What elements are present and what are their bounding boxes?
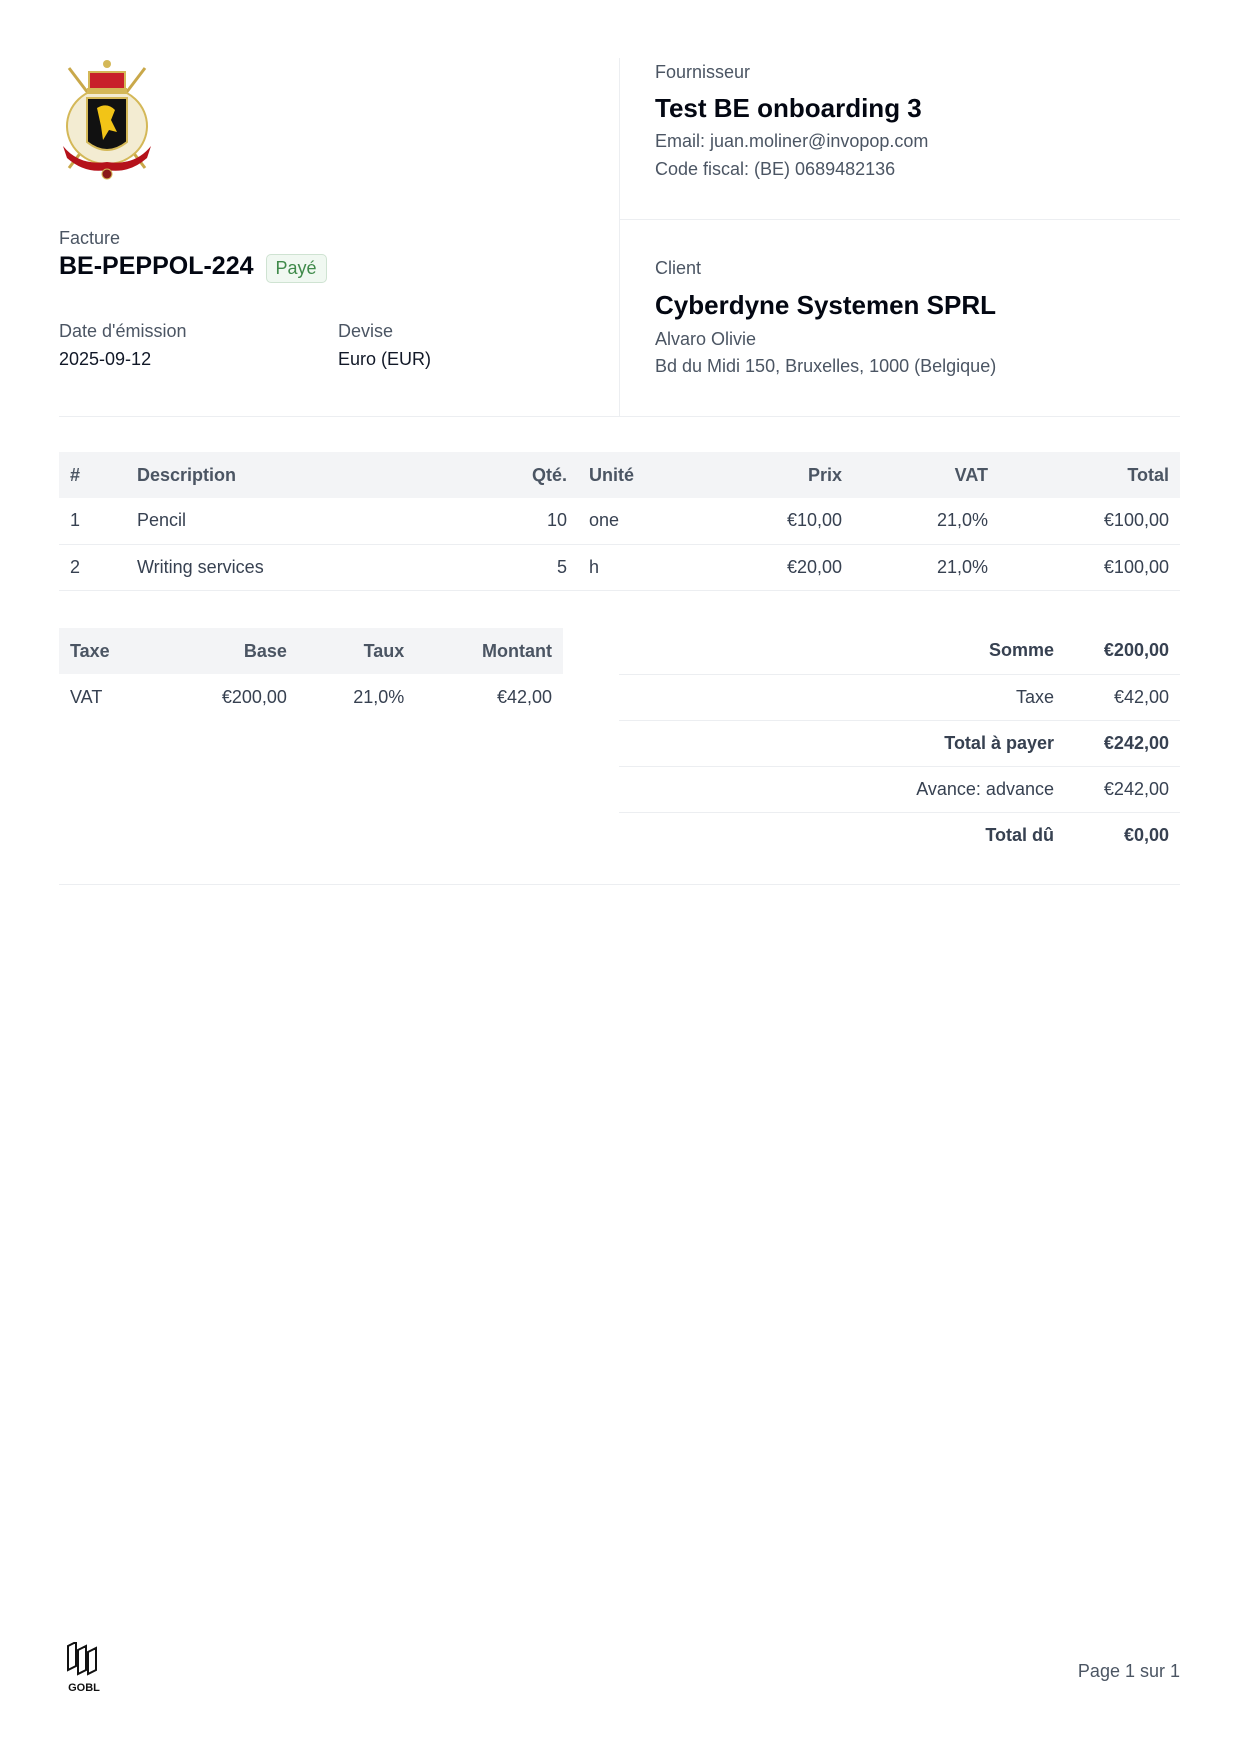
total-value: €200,00 — [1065, 628, 1180, 675]
cell-quantity: 10 — [488, 498, 578, 545]
currency: Euro (EUR) — [338, 349, 432, 369]
gobl-logo-icon — [67, 1640, 97, 1676]
party-divider — [619, 219, 1180, 220]
total-value: €242,00 — [1065, 766, 1180, 813]
cell-total: €100,00 — [999, 544, 1180, 591]
cell-vat: 21,0% — [853, 498, 999, 545]
cell-description: Pencil — [126, 498, 488, 545]
cell-price: €20,00 — [718, 544, 853, 591]
cell-number: 2 — [59, 544, 126, 591]
supplier-tax-code: Code fiscal: (BE) 0689482136 — [655, 159, 896, 179]
totals-row-sum: Somme €200,00 — [619, 628, 1180, 675]
supplier-label: Fournisseur — [655, 62, 751, 82]
cell-unit: h — [578, 544, 718, 591]
cell-total: €100,00 — [999, 498, 1180, 545]
invoice-heading: BE-PEPPOL-224 Payé — [59, 252, 327, 284]
cell-quantity: 5 — [488, 544, 578, 591]
issue-date: 2025-09-12 — [59, 349, 152, 369]
col-unit: Unité — [578, 452, 718, 498]
tax-header-row: Taxe Base Taux Montant — [59, 628, 563, 674]
cell-unit: one — [578, 498, 718, 545]
currency-label: Devise — [338, 321, 394, 341]
col-number: # — [59, 452, 126, 498]
cell-description: Writing services — [126, 544, 488, 591]
line-items-table: # Description Qté. Unité Prix VAT Total … — [59, 452, 1180, 591]
col-amount: Montant — [415, 628, 563, 674]
total-label: Total à payer — [619, 720, 1065, 767]
col-price: Prix — [718, 452, 853, 498]
totals-row-payable: Total à payer €242,00 — [619, 720, 1180, 767]
supplier-email: Email: juan.moliner@invopop.com — [655, 131, 929, 151]
table-header-row: # Description Qté. Unité Prix VAT Total — [59, 452, 1180, 498]
gobl-logo: GOBL — [62, 1640, 106, 1694]
customer-address: Bd du Midi 150, Bruxelles, 1000 (Belgiqu… — [655, 356, 997, 376]
totals-table: Somme €200,00 Taxe €42,00 Total à payer €24… — [619, 628, 1180, 858]
col-quantity: Qté. — [488, 452, 578, 498]
totals-divider — [59, 884, 1180, 885]
customer-name: Cyberdyne Systemen SPRL — [655, 290, 997, 320]
cell-amount: €42,00 — [496, 686, 552, 707]
total-value: €242,00 — [1065, 720, 1180, 767]
col-vat: VAT — [853, 452, 999, 498]
total-label: Somme — [619, 628, 1065, 675]
col-total: Total — [999, 452, 1180, 498]
total-label: Avance: advance — [619, 766, 1065, 813]
totals-row-advance: Avance: advance €242,00 — [619, 766, 1180, 813]
tax-row: VAT €200,00 21,0% €42,00 — [59, 674, 563, 720]
cell-vat: 21,0% — [853, 544, 999, 591]
header-divider — [59, 416, 1180, 417]
status-badge: Payé — [265, 254, 327, 284]
total-value: €0,00 — [1123, 824, 1169, 845]
customer-contact: Alvaro Olivie — [655, 329, 757, 349]
page-number: Page 1 sur 1 — [1077, 1661, 1180, 1681]
cell-number: 1 — [59, 498, 126, 545]
col-description: Description — [126, 452, 488, 498]
col-base: Base — [158, 628, 298, 674]
total-label: Taxe — [619, 674, 1065, 721]
total-label: Total dû — [985, 824, 1054, 845]
coat-of-arms-logo — [63, 60, 151, 180]
cell-base: €200,00 — [221, 686, 287, 707]
tax-table: Taxe Base Taux Montant VAT €200,00 21,0%… — [59, 628, 563, 720]
cell-rate: 21,0% — [353, 686, 405, 707]
col-rate: Taux — [297, 628, 416, 674]
col-tax: Taxe — [59, 628, 159, 674]
issue-date-label: Date d'émission — [59, 321, 187, 341]
cell-price: €10,00 — [718, 498, 853, 545]
table-row: 1 Pencil 10 one €10,00 21,0% €100,00 — [59, 498, 1180, 545]
table-row: 2 Writing services 5 h €20,00 21,0% €100… — [59, 544, 1180, 591]
invoice-label: Facture — [59, 228, 121, 248]
cell-tax: VAT — [70, 686, 103, 707]
totals-row-due: Total dû €0,00 — [619, 812, 1180, 858]
invoice-code: BE-PEPPOL-224 — [59, 252, 254, 280]
column-divider — [619, 58, 620, 416]
gobl-logo-text: GOBL — [68, 1682, 100, 1694]
totals-row-tax: Taxe €42,00 — [619, 674, 1180, 721]
supplier-name: Test BE onboarding 3 — [655, 93, 922, 123]
total-value: €42,00 — [1065, 674, 1180, 721]
customer-label: Client — [655, 258, 702, 278]
